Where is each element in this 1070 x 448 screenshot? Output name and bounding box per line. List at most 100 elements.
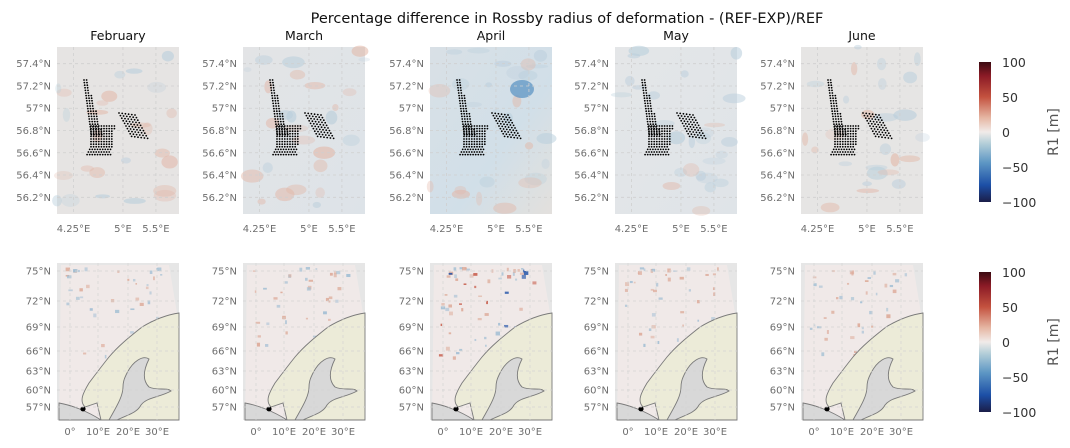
station-marker xyxy=(510,126,513,129)
station-marker xyxy=(88,148,91,151)
station-marker xyxy=(879,121,881,124)
station-marker-cluster xyxy=(824,406,830,412)
station-marker xyxy=(498,115,501,118)
station-marker xyxy=(126,127,129,130)
station-marker xyxy=(655,130,658,133)
station-marker xyxy=(110,135,113,138)
station-marker xyxy=(313,130,316,133)
colorbar-top: 100 50 0 −50 −100 R1 [m] xyxy=(979,55,1062,210)
station-marker xyxy=(864,117,867,120)
difference-speck xyxy=(711,317,716,321)
station-marker xyxy=(463,143,465,146)
station-marker xyxy=(473,151,476,153)
x-tick-label: 20°E xyxy=(674,427,698,438)
station-marker xyxy=(464,120,467,123)
station-marker xyxy=(273,92,276,94)
station-marker xyxy=(95,127,98,130)
station-marker xyxy=(122,119,125,122)
station-marker xyxy=(655,127,658,130)
station-marker xyxy=(829,94,831,97)
station-marker xyxy=(294,132,297,135)
station-marker xyxy=(274,99,277,102)
difference-blob xyxy=(154,148,170,158)
station-marker xyxy=(830,81,832,84)
station-marker xyxy=(849,143,852,146)
difference-blob xyxy=(467,47,490,54)
station-marker xyxy=(829,97,832,100)
station-marker xyxy=(836,132,839,135)
y-tick-label: 57°N xyxy=(212,403,237,414)
difference-speck xyxy=(653,289,657,293)
station-marker xyxy=(289,132,291,135)
station-marker xyxy=(316,118,319,121)
station-marker xyxy=(95,130,98,133)
difference-speck xyxy=(521,274,526,279)
station-marker xyxy=(304,112,306,114)
station-marker xyxy=(463,140,465,143)
station-marker xyxy=(104,153,107,156)
station-marker xyxy=(296,140,299,143)
station-marker xyxy=(283,145,286,148)
station-marker xyxy=(465,130,468,133)
station-marker xyxy=(682,117,684,120)
x-tick-label: 5.5°E xyxy=(700,224,727,235)
station-marker xyxy=(467,148,469,151)
station-marker xyxy=(474,153,477,156)
station-marker xyxy=(311,125,313,127)
station-marker xyxy=(648,112,651,115)
difference-speck xyxy=(459,303,462,305)
difference-blob xyxy=(692,205,711,216)
colorbar-bottom-tick: −100 xyxy=(1002,405,1036,420)
difference-blob xyxy=(52,195,62,207)
station-marker xyxy=(478,125,481,127)
station-markers xyxy=(827,79,893,156)
station-marker xyxy=(652,123,655,126)
difference-blob xyxy=(426,180,434,193)
station-marker xyxy=(320,131,323,133)
colorbar-bottom: 100 50 0 −50 −100 R1 [m] xyxy=(979,265,1062,420)
difference-speck xyxy=(873,271,876,275)
station-marker xyxy=(466,120,469,123)
difference-speck xyxy=(115,309,120,314)
difference-speck xyxy=(93,313,97,318)
station-marker xyxy=(648,94,651,97)
x-tick-label: 4.25°E xyxy=(615,224,649,235)
station-marker xyxy=(835,120,838,123)
x-tick-label: 5.5°E xyxy=(515,224,542,235)
station-marker xyxy=(459,153,461,156)
difference-speck xyxy=(252,270,257,272)
station-marker xyxy=(456,81,459,84)
station-marker xyxy=(271,79,274,81)
station-marker xyxy=(476,145,478,148)
station-marker xyxy=(88,99,91,102)
y-tick-label: 57.2°N xyxy=(202,81,237,92)
difference-speck xyxy=(486,300,488,305)
station-marker xyxy=(105,132,108,135)
station-marker xyxy=(85,79,88,81)
station-marker xyxy=(278,125,281,127)
station-marker xyxy=(836,145,839,148)
station-marker xyxy=(103,151,105,153)
station-marker xyxy=(658,145,661,148)
station-marker xyxy=(661,138,663,140)
station-marker xyxy=(510,131,513,134)
difference-speck xyxy=(452,356,456,360)
difference-speck xyxy=(667,277,671,282)
station-marker xyxy=(874,123,876,126)
station-marker xyxy=(844,145,847,148)
station-marker xyxy=(130,118,133,121)
station-marker xyxy=(871,118,874,120)
station-marker xyxy=(85,94,87,97)
station-marker xyxy=(852,145,855,148)
station-marker xyxy=(650,127,653,130)
station-marker xyxy=(830,84,833,87)
difference-speck xyxy=(657,340,660,345)
baltic-sea xyxy=(666,357,730,421)
station-marker xyxy=(88,118,91,120)
y-tick-label: 56.8°N xyxy=(574,126,609,137)
station-marker xyxy=(831,94,834,97)
station-marker xyxy=(103,132,105,135)
station-marker xyxy=(836,140,839,143)
station-marker xyxy=(126,122,129,125)
station-marker xyxy=(501,120,504,123)
